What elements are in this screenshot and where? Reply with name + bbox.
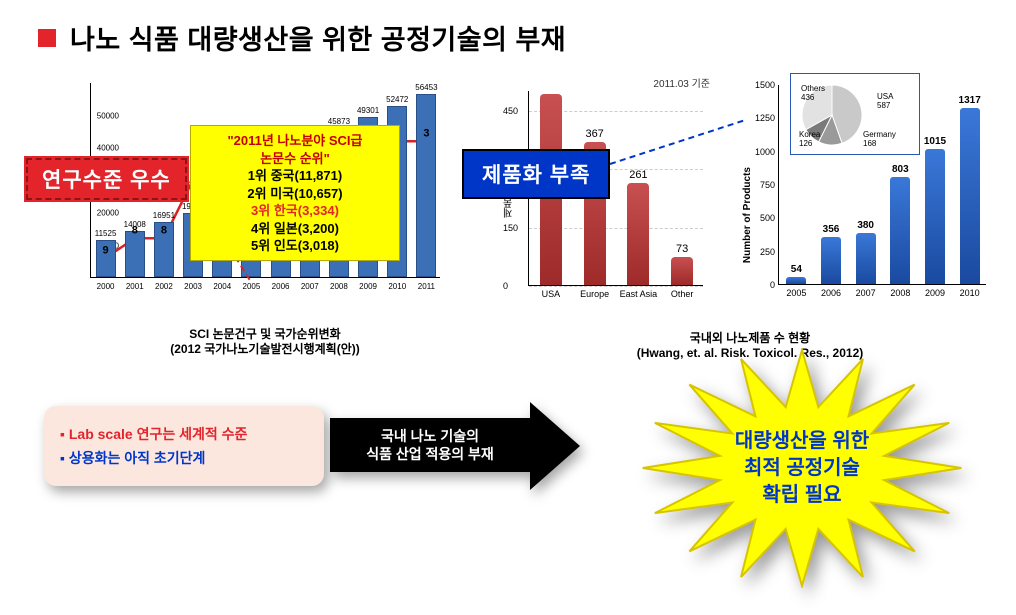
chart3-bar: [925, 149, 945, 284]
chart1-xtick: 2006: [272, 282, 290, 291]
chart1-xtick: 2005: [243, 282, 261, 291]
chart1-xtick: 2007: [301, 282, 319, 291]
yb-title2: 논문수 순위": [199, 150, 391, 168]
chart3-ytick: 0: [749, 280, 775, 290]
pie-segment-label: Germany168: [863, 130, 896, 148]
chart2-ytick: 150: [503, 223, 518, 233]
productization-banner: 제품화 부족: [462, 149, 610, 199]
pie-segment-label: Others436: [801, 84, 825, 102]
chart2-bar: [627, 183, 649, 285]
arrow-text: 국내 나노 기술의 식품 산업 적용의 부재: [330, 418, 530, 472]
page-title-row: 나노 식품 대량생산을 위한 공정기술의 부재: [0, 0, 1016, 63]
chart1-bar-label: 11525: [95, 229, 117, 238]
status-info-box: Lab scale 연구는 세계적 수준 상용화는 아직 초기단계: [44, 406, 324, 486]
chart1-rank-label: 3: [423, 127, 429, 139]
chart1-xtick: 2003: [184, 282, 202, 291]
chart3-ytick: 1000: [749, 147, 775, 157]
chart3-bar-label: 1317: [959, 95, 981, 106]
chart3-xtick: 2009: [925, 288, 945, 298]
ranking-row: 5위 인도(3,018): [199, 237, 391, 255]
chart3-bar: [786, 277, 806, 284]
chart2-bar-label: 367: [585, 128, 603, 140]
chart3-bar: [856, 233, 876, 284]
yb-title1: "2011년 나노분야 SCI급: [199, 132, 391, 150]
chart1-bar-label: 56453: [415, 83, 437, 92]
chart1-bar-label: 49301: [357, 106, 379, 115]
chart2-ytick: 450: [503, 106, 518, 116]
chart2-ytick: 0: [503, 281, 508, 291]
chart2-caption-line1: 국내외 나노제품 수 현황: [690, 331, 810, 345]
pie-inset: USA587 Germany168 Korea126 Others436: [790, 73, 920, 155]
chart1-xtick: 2011: [418, 282, 435, 291]
nano-products-growth-chart: Number of Products 025050075010001250150…: [742, 75, 992, 325]
chart3-bar: [821, 237, 841, 284]
pie-segment-label: Korea126: [799, 130, 820, 148]
research-level-banner: 연구수준 우수: [24, 156, 189, 202]
chart1-xtick: 2001: [126, 282, 144, 291]
chart3-ytick: 750: [749, 180, 775, 190]
chart1-ytick: 40000: [83, 144, 119, 153]
chart1-caption-line2: (2012 국가나노기술발전시행계획(안)): [170, 342, 360, 356]
chart3-xtick: 2010: [960, 288, 980, 298]
starburst-text: 대량생산을 위한 최적 공정기술 확립 필요: [612, 348, 992, 588]
chart2-bar-label: 73: [676, 243, 688, 255]
chart1-ytick: 50000: [83, 111, 119, 120]
chart1-ytick: 20000: [83, 209, 119, 218]
chart1-caption-line1: SCI 논문건구 및 국가순위변화: [189, 327, 340, 341]
chart1-rank-label: 8: [161, 225, 167, 237]
chart3-xtick: 2007: [856, 288, 876, 298]
chart1-xtick: 2010: [388, 282, 406, 291]
ranking-row: 2위 미국(10,657): [199, 185, 391, 203]
chart3-bar-label: 54: [791, 264, 802, 275]
bottom-row: Lab scale 연구는 세계적 수준 상용화는 아직 초기단계 국내 나노 …: [0, 388, 1016, 588]
chart3-bar: [960, 108, 980, 284]
chart3-xtick: 2008: [890, 288, 910, 298]
chart1-bar-label: 52472: [386, 95, 408, 104]
chart3-bar-label: 356: [823, 224, 840, 235]
chart3-bar-label: 1015: [924, 136, 946, 147]
ranking-row: 4위 일본(3,200): [199, 220, 391, 238]
page-title: 나노 식품 대량생산을 위한 공정기술의 부재: [70, 18, 566, 57]
chart1-bar: [125, 231, 145, 277]
nano-products-by-region-chart: 2011.03 기준 제품 수 0150300450USA367Europe26…: [500, 75, 710, 325]
chart2-note: 2011.03 기준: [653, 75, 710, 90]
chart1-bar-label: 16951: [153, 211, 175, 220]
chart3-bar: [890, 177, 910, 284]
chart2-xtick: East Asia: [620, 289, 658, 299]
chart3-bar-label: 380: [857, 220, 874, 231]
charts-row: 논문수 100002000030000400005000011525200014…: [0, 71, 1016, 371]
chart2-bar: [671, 257, 693, 285]
chart1-bar: [416, 94, 436, 277]
chart2-bar-label: 261: [629, 169, 647, 181]
chart2-xtick: Other: [671, 289, 694, 299]
conclusion-arrow: 국내 나노 기술의 식품 산업 적용의 부재: [330, 410, 590, 480]
chart1-rank-label: 9: [103, 244, 109, 256]
sci-ranking-callout: "2011년 나노분야 SCI급 논문수 순위" 1위 중국(11,871)2위…: [190, 125, 400, 261]
chart1-caption: SCI 논문건구 및 국가순위변화 (2012 국가나노기술발전시행계획(안)): [90, 327, 440, 357]
chart2-xtick: USA: [542, 289, 561, 299]
chart3-ytick: 500: [749, 213, 775, 223]
chart1-rank-label: 8: [132, 225, 138, 237]
chart1-xtick: 2009: [359, 282, 377, 291]
chart3-bar-label: 803: [892, 164, 909, 175]
chart3-ytick: 1500: [749, 80, 775, 90]
chart3-ytick: 1250: [749, 113, 775, 123]
chart3-ytick: 250: [749, 247, 775, 257]
chart3-xtick: 2006: [821, 288, 841, 298]
arrow-head-icon: [530, 402, 580, 490]
ranking-row: 1위 중국(11,871): [199, 167, 391, 185]
ranking-row: 3위 한국(3,334): [199, 202, 391, 220]
starburst-callout: 대량생산을 위한 최적 공정기술 확립 필요: [612, 348, 992, 588]
chart3-xtick: 2005: [786, 288, 806, 298]
chart1-xtick: 2002: [155, 282, 173, 291]
title-marker: [38, 29, 56, 47]
chart1-xtick: 2000: [97, 282, 115, 291]
pie-segment-label: USA587: [877, 92, 893, 110]
info-lab-scale: Lab scale 연구는 세계적 수준: [60, 424, 308, 444]
chart1-xtick: 2008: [330, 282, 348, 291]
info-commercialization: 상용화는 아직 초기단계: [60, 448, 308, 468]
chart1-xtick: 2004: [213, 282, 231, 291]
chart2-xtick: Europe: [580, 289, 609, 299]
